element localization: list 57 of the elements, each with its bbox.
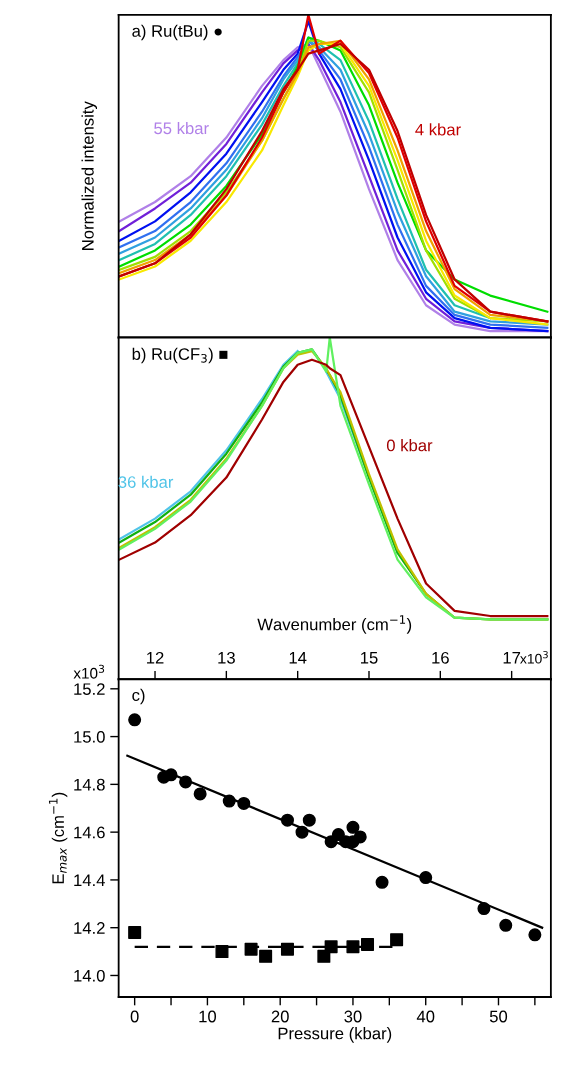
y-tick-label: 15.2: [74, 683, 105, 696]
point: [390, 933, 404, 947]
point: [280, 942, 294, 956]
point: [375, 875, 389, 889]
x-tick-label: 10: [199, 1010, 217, 1023]
x-tick-label: 15: [361, 652, 378, 664]
y-tick-label: 14.0: [74, 969, 105, 982]
x-axis-title: Wavenumber (cm$^{−1}$): [257, 615, 412, 634]
point: [346, 940, 360, 954]
y-tick-label: 15.0: [74, 730, 105, 743]
y-axis-title: Normalized intensity: [81, 101, 98, 250]
x-tick-label: 50: [489, 1010, 508, 1023]
text: a) Ru(tBu) ●: [132, 24, 222, 41]
text: x10$^{3}$: [73, 664, 105, 679]
y-axis-title: E$_{max}$ (cm$^{−1}$): [48, 792, 68, 884]
point: [477, 902, 491, 916]
series-label: 0 kbar: [386, 439, 433, 452]
x-axis-title: Pressure (kbar): [278, 1027, 392, 1043]
x-tick-label: 30: [344, 1010, 362, 1023]
x-tick-label: 17: [503, 652, 521, 664]
x-tick-label: 40: [416, 1010, 435, 1023]
x-tick-label: 14: [289, 652, 307, 664]
point: [259, 949, 273, 963]
point: [128, 925, 142, 939]
point: [222, 794, 236, 808]
point: [353, 830, 367, 844]
point: [179, 775, 193, 789]
text: c): [132, 688, 145, 705]
series-label: 4 kbar: [415, 123, 461, 136]
series-label: 55 kbar: [154, 121, 209, 135]
point: [324, 940, 338, 954]
point: [237, 796, 251, 810]
x-tick-label: 12: [147, 651, 164, 664]
y-tick-label: 14.4: [74, 874, 105, 886]
point: [193, 787, 207, 801]
point: [244, 942, 258, 956]
point: [302, 813, 316, 827]
point: [164, 768, 178, 782]
point: [215, 945, 229, 959]
point: [280, 813, 294, 827]
text: b) Ru(CF$_{3}$) ■: [132, 347, 228, 364]
x-tick-label: 20: [271, 1010, 289, 1023]
x-tick-label: 16: [432, 651, 449, 664]
x-tick-label: 13: [218, 651, 235, 664]
y-tick-label: 14.8: [74, 778, 105, 791]
x-tick-label: 0: [130, 1010, 139, 1023]
y-tick-label: 14.6: [74, 826, 105, 839]
point: [499, 918, 513, 932]
point: [528, 928, 542, 942]
point: [128, 713, 142, 727]
y-tick-label: 14.2: [74, 922, 105, 934]
point: [361, 937, 375, 951]
point: [331, 828, 345, 842]
point: [346, 820, 360, 834]
point: [295, 825, 309, 839]
annotation: x10$^{3}$: [520, 650, 548, 664]
point: [419, 871, 433, 885]
